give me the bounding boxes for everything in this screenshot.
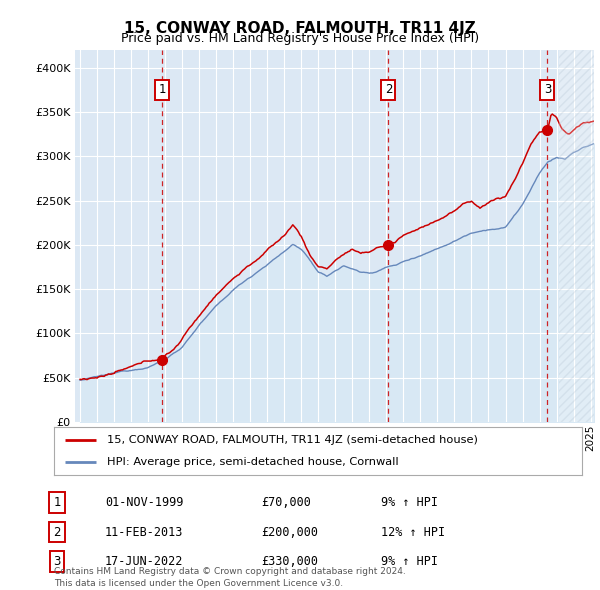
Text: HPI: Average price, semi-detached house, Cornwall: HPI: Average price, semi-detached house,… <box>107 457 398 467</box>
Text: 15, CONWAY ROAD, FALMOUTH, TR11 4JZ: 15, CONWAY ROAD, FALMOUTH, TR11 4JZ <box>124 21 476 35</box>
Text: Contains HM Land Registry data © Crown copyright and database right 2024.
This d: Contains HM Land Registry data © Crown c… <box>54 567 406 588</box>
Text: 3: 3 <box>544 83 551 97</box>
Text: Price paid vs. HM Land Registry's House Price Index (HPI): Price paid vs. HM Land Registry's House … <box>121 32 479 45</box>
Text: £70,000: £70,000 <box>261 496 311 509</box>
Text: 12% ↑ HPI: 12% ↑ HPI <box>381 526 445 539</box>
Bar <box>559 50 594 422</box>
Text: 2: 2 <box>53 526 61 539</box>
Text: 1: 1 <box>53 496 61 509</box>
Text: 9% ↑ HPI: 9% ↑ HPI <box>381 496 438 509</box>
Text: 15, CONWAY ROAD, FALMOUTH, TR11 4JZ (semi-detached house): 15, CONWAY ROAD, FALMOUTH, TR11 4JZ (sem… <box>107 435 478 445</box>
Text: 11-FEB-2013: 11-FEB-2013 <box>105 526 184 539</box>
Text: 3: 3 <box>53 555 61 568</box>
Text: 1: 1 <box>158 83 166 97</box>
Text: 2: 2 <box>385 83 392 97</box>
Text: £200,000: £200,000 <box>261 526 318 539</box>
Text: £330,000: £330,000 <box>261 555 318 568</box>
Text: 01-NOV-1999: 01-NOV-1999 <box>105 496 184 509</box>
Text: 9% ↑ HPI: 9% ↑ HPI <box>381 555 438 568</box>
Text: 17-JUN-2022: 17-JUN-2022 <box>105 555 184 568</box>
